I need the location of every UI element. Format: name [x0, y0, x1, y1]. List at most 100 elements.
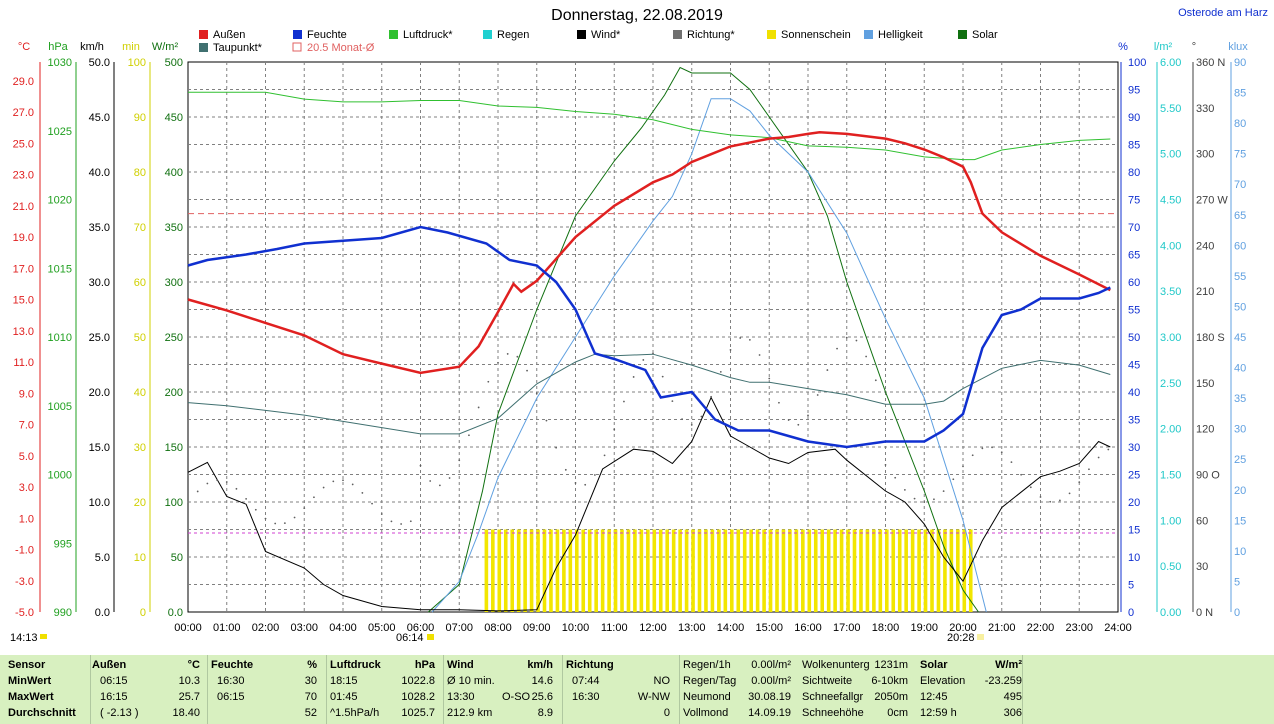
stats-value: -23.259: [984, 675, 1022, 687]
stats-label: 16:15: [100, 691, 128, 703]
axis-sunmin-tick: 100: [128, 57, 146, 69]
sunshine-bar: [542, 529, 547, 612]
sunshine-bar: [491, 529, 495, 612]
series-auen: [187, 131, 1111, 375]
axis-time-tick: 05:00: [368, 622, 396, 634]
stats-label: Regen/Tag: [683, 675, 737, 687]
direction-dot: [1020, 473, 1023, 476]
stats-separator: [679, 655, 680, 724]
axis-time-tick: 00:00: [174, 622, 202, 634]
axis-solar-tick: 350: [165, 222, 183, 234]
sunshine-bar: [671, 529, 676, 612]
stats-value: 1022.8: [401, 675, 435, 687]
sunshine-bar: [826, 529, 831, 612]
axis-pressure-tick: 1010: [48, 332, 72, 344]
stats-label: 01:45: [330, 691, 358, 703]
legend-swatch: [577, 30, 586, 39]
stats-value: 25.7: [178, 691, 200, 703]
axis-solar-tick: 500: [165, 57, 183, 69]
axis-rain-tick: 3.50: [1160, 286, 1181, 298]
axis-direction-tick: 150: [1196, 378, 1214, 390]
legend-swatch: [292, 42, 302, 52]
legend-item: Richtung*: [687, 29, 735, 41]
axis-rain-tick: 2.00: [1160, 424, 1181, 436]
axis-lux-tick: 5: [1234, 576, 1240, 588]
series-luftdruck: [188, 91, 1111, 161]
axis-rain-unit: l/m²: [1154, 41, 1173, 53]
direction-dot: [690, 424, 693, 426]
sunshine-bar: [697, 529, 702, 612]
axis-direction-tick: 300: [1196, 149, 1214, 161]
axis-time-tick: 12:00: [639, 622, 667, 634]
direction-dot: [729, 349, 732, 351]
direction-dot: [283, 522, 286, 524]
chart-title: Donnerstag, 22.08.2019: [551, 7, 723, 24]
stats-col-header: Wind: [447, 659, 474, 671]
stats-value: 70: [304, 691, 317, 703]
axis-direction-tick: 120: [1196, 424, 1214, 436]
axis-humidity-tick: 15: [1128, 525, 1140, 537]
sunshine-bar: [600, 529, 605, 612]
legend-swatch: [293, 30, 302, 39]
axis-humidity-tick: 30: [1128, 442, 1140, 454]
sunshine-bar: [581, 529, 586, 612]
stats-value: 14.09.19: [748, 707, 791, 719]
sunshine-bar: [936, 529, 941, 612]
direction-dot: [700, 415, 703, 418]
sunshine-bar: [923, 529, 928, 612]
axis-temp-tick: 21.0: [13, 201, 34, 213]
sunshine-bar: [523, 529, 527, 612]
axis-humidity-tick: 95: [1128, 85, 1140, 97]
axis-sunmin-tick: 10: [134, 552, 146, 564]
axis-pressure-tick: 1005: [48, 401, 72, 413]
stats-value: NO: [653, 675, 671, 687]
sunshine-bar: [878, 529, 883, 612]
sunshine-bar: [691, 529, 695, 612]
legend-item: Helligkeit: [878, 29, 923, 41]
axis-pressure-tick: 1020: [48, 195, 72, 207]
axis-solar-tick: 250: [165, 332, 183, 344]
stats-label: Schneefallgr: [802, 691, 864, 703]
direction-dot: [516, 355, 519, 358]
direction-dot: [952, 478, 955, 481]
sunshine-bar: [658, 529, 663, 612]
axis-humidity-tick: 35: [1128, 415, 1140, 427]
sunshine-bar: [962, 529, 967, 612]
direction-dot: [652, 352, 654, 355]
direction-dot: [593, 474, 596, 476]
direction-dot: [564, 468, 567, 471]
axis-direction-tick: 180 S: [1196, 332, 1225, 344]
axis-humidity-tick: 45: [1128, 360, 1140, 372]
stats-value: 1231m: [874, 659, 908, 671]
axis-solar-tick: 100: [165, 497, 183, 509]
axis-temp-tick: 29.0: [13, 76, 34, 88]
stats-separator: [1022, 655, 1023, 724]
sunshine-bar: [536, 529, 540, 612]
axis-rain-tick: 0.50: [1160, 561, 1181, 573]
axis-solar-tick: 150: [165, 442, 183, 454]
stats-label: 16:30: [572, 691, 600, 703]
direction-dot: [884, 463, 887, 466]
sunshine-bar: [768, 529, 773, 612]
axis-wind-tick: 40.0: [89, 167, 110, 179]
sunshine-bar: [820, 529, 825, 612]
direction-dot: [371, 502, 373, 505]
direction-dot: [836, 347, 838, 350]
stats-separator: [326, 655, 327, 724]
sunshine-bar: [794, 529, 799, 612]
axis-sunmin-tick: 20: [134, 497, 146, 509]
stats-label: Vollmond: [683, 707, 729, 719]
direction-dot: [574, 482, 577, 484]
axis-wind-tick: 5.0: [95, 552, 110, 564]
stats-value: 25.6: [531, 691, 553, 703]
stats-label: 212.9 km: [447, 707, 493, 719]
axis-sunmin-unit: min: [122, 41, 140, 53]
axis-temp-tick: 23.0: [13, 170, 34, 182]
sunshine-bar: [801, 529, 805, 612]
axis-temp-tick: 15.0: [13, 295, 34, 307]
axis-rain-tick: 1.50: [1160, 470, 1181, 482]
legend-swatch: [199, 30, 208, 39]
direction-dot: [748, 338, 751, 341]
sunshine-bar: [484, 529, 489, 612]
axis-rain-tick: 3.00: [1160, 332, 1181, 344]
